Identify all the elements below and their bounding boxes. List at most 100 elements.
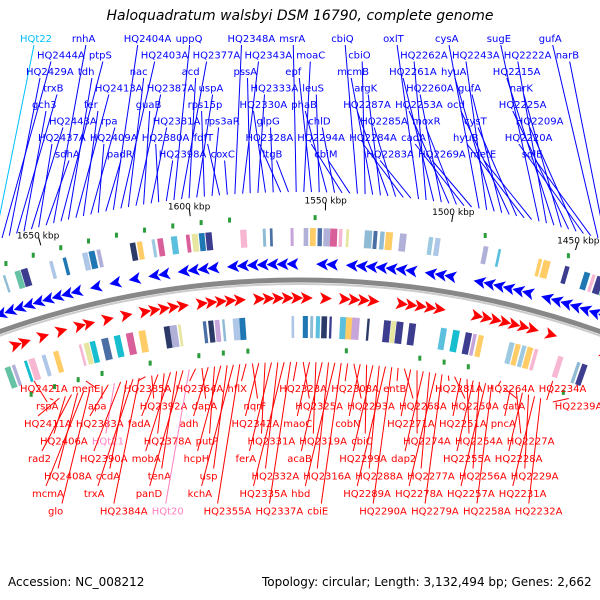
reverse-cds-arrow [498,314,512,327]
forward-cog-block [591,275,600,296]
reverse-leader-line [213,365,228,469]
forward-gene-label: rpa [101,117,118,128]
reverse-cog-block [214,319,222,343]
forward-gene-label: HQ2243A [452,51,500,62]
reverse-gene-label: HQ2231A [499,489,547,500]
reverse-leader-line [524,394,529,469]
reverse-cog-block [41,354,52,377]
reverse-leader-line [197,365,222,452]
forward-gene-label: fer [84,100,99,111]
rna-marker [4,261,8,267]
forward-cds-arrow [32,294,46,307]
forward-gene-label: rps3aR [205,117,240,128]
reverse-leader-line [372,367,393,504]
reverse-leader-line [454,376,466,399]
forward-leader-line [303,61,311,193]
forward-cds-arrow [207,261,220,274]
feature-tracks [0,202,600,397]
forward-leader-line [506,77,555,226]
forward-leader-line [379,160,412,199]
reverse-gene-label: HQ2319A [299,437,347,448]
forward-cog-block [2,274,11,293]
reverse-cds-arrow [224,295,237,308]
reverse-gene-label-trna: HQt20 [152,507,184,518]
reverse-cds-arrow [214,296,227,309]
reverse-gene-label: pncA [491,419,516,430]
reverse-cds-arrow [8,341,22,353]
forward-leader-line [454,77,495,212]
reverse-gene-label: HQ2411A [24,419,72,430]
reverse-cog-block [575,363,588,387]
reverse-cds-arrow [348,293,361,306]
forward-leader-line [253,110,266,193]
forward-cds-arrow [502,283,516,296]
forward-leader-line [38,143,53,228]
reverse-gene-label: mcmA [32,489,64,500]
forward-cds-arrow [61,286,75,299]
forward-leader-line [298,77,312,193]
reverse-leader-line [296,361,310,417]
forward-cog-block [426,236,434,256]
forward-leader-line [45,160,70,226]
kbp-tick-label: 1550 kbp [304,196,347,206]
forward-cds-arrow [226,260,240,273]
forward-cds-arrow [276,258,289,271]
reverse-cds-arrow [17,338,31,350]
forward-leader-line [155,143,160,203]
forward-gene-label: HQ2380A [142,133,190,144]
reverse-cog-block [570,361,581,384]
forward-leader-line [471,94,503,213]
reverse-cds-arrow [338,292,351,305]
forward-gene-label: gufA [539,34,562,45]
forward-leader-line [529,127,577,232]
forward-gene-label: cysT [464,117,488,128]
reverse-cog-block [315,316,321,339]
forward-leader-line [535,160,592,236]
forward-cog-block [14,270,26,290]
reverse-leader-line [476,384,493,504]
forward-gene-label: HQ2261A [389,67,437,78]
reverse-leader-line [447,375,450,382]
forward-gene-label: HQ2387A [147,84,195,95]
forward-gene-label: HQ2443A [49,117,97,128]
reverse-gene-label: HQ2390A [80,454,128,465]
forward-gene-label: argK [354,84,377,95]
reverse-gene-label: HQ2229A [511,472,559,483]
reverse-leader-line [304,362,336,487]
reverse-leader-line [292,361,298,382]
forward-gene-label: chlD [308,117,331,128]
reverse-leader-line [137,376,146,382]
forward-gene-label: padR [107,150,133,161]
reverse-cog-block [208,320,216,343]
reverse-gene-label: HQ2257A [447,489,495,500]
forward-gene-label: HQ2222A [504,51,552,62]
reverse-cog-block [52,350,65,374]
reverse-cds-arrow [54,326,68,339]
forward-gene-label: HQ2398A [159,150,207,161]
forward-leader-line [419,94,442,203]
reverse-cds-arrow [157,303,171,316]
reverse-cds-arrow [470,308,484,321]
reverse-leader-line [344,363,349,382]
rna-marker [313,215,317,221]
forward-gene-label: sqlE [522,150,543,161]
reverse-cds-arrow [233,294,246,307]
rna-marker [100,370,104,376]
reverse-leader-line [400,369,412,417]
reverse-gene-label: HQ2385A [124,384,172,395]
reverse-gene-label: HQ2421A [20,384,68,395]
forward-leader-line [211,127,220,196]
reverse-cds-arrow [166,302,180,314]
forward-leader-line [518,143,584,234]
forward-leader-line [242,61,259,194]
reverse-leader-line [460,383,487,487]
forward-gene-label: HQ2403A [141,51,189,62]
reverse-leader-line [300,362,323,452]
forward-gene-label: fdfT [194,133,214,144]
kbp-tick [188,208,191,217]
reverse-leader-line [249,362,272,452]
rna-marker [228,217,232,223]
reverse-leader-line [552,398,569,403]
reverse-leader-line [408,373,437,487]
reverse-gene-label: catA [503,402,526,413]
